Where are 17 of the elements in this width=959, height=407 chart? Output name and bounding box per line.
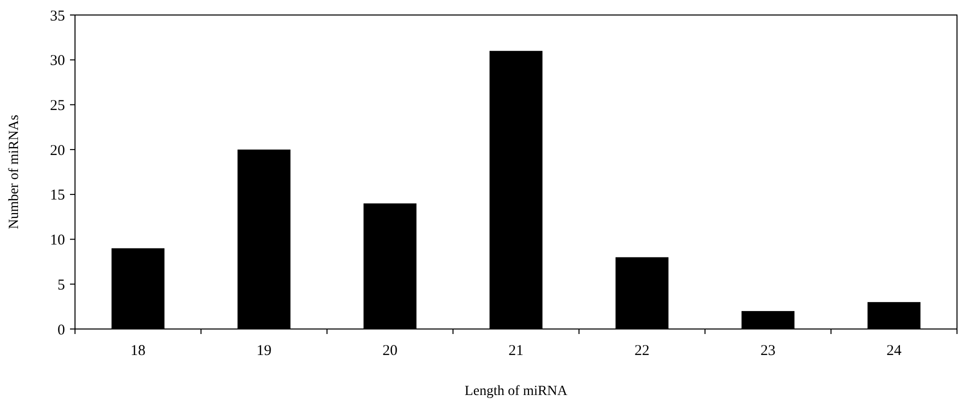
x-tick-label: 21 [508,343,524,359]
x-axis-title: Length of miRNA [464,384,568,399]
y-tick-label: 5 [58,277,65,294]
x-tick-label: 24 [886,343,902,359]
y-tick-label: 25 [50,98,65,114]
y-tick-label: 35 [50,8,65,24]
x-tick-label: 19 [256,343,272,359]
x-tick-label: 20 [382,343,398,359]
y-tick-label: 20 [50,142,65,159]
x-tick-label: 23 [760,343,776,359]
x-tick-label: 18 [130,343,146,359]
y-tick-label: 10 [50,232,65,249]
y-tick-label: 30 [50,53,65,70]
y-tick-label: 0 [58,322,65,338]
x-tick-label: 22 [634,343,650,359]
y-axis-title: Number of miRNAs [7,114,22,230]
y-tick-label: 15 [50,188,65,204]
